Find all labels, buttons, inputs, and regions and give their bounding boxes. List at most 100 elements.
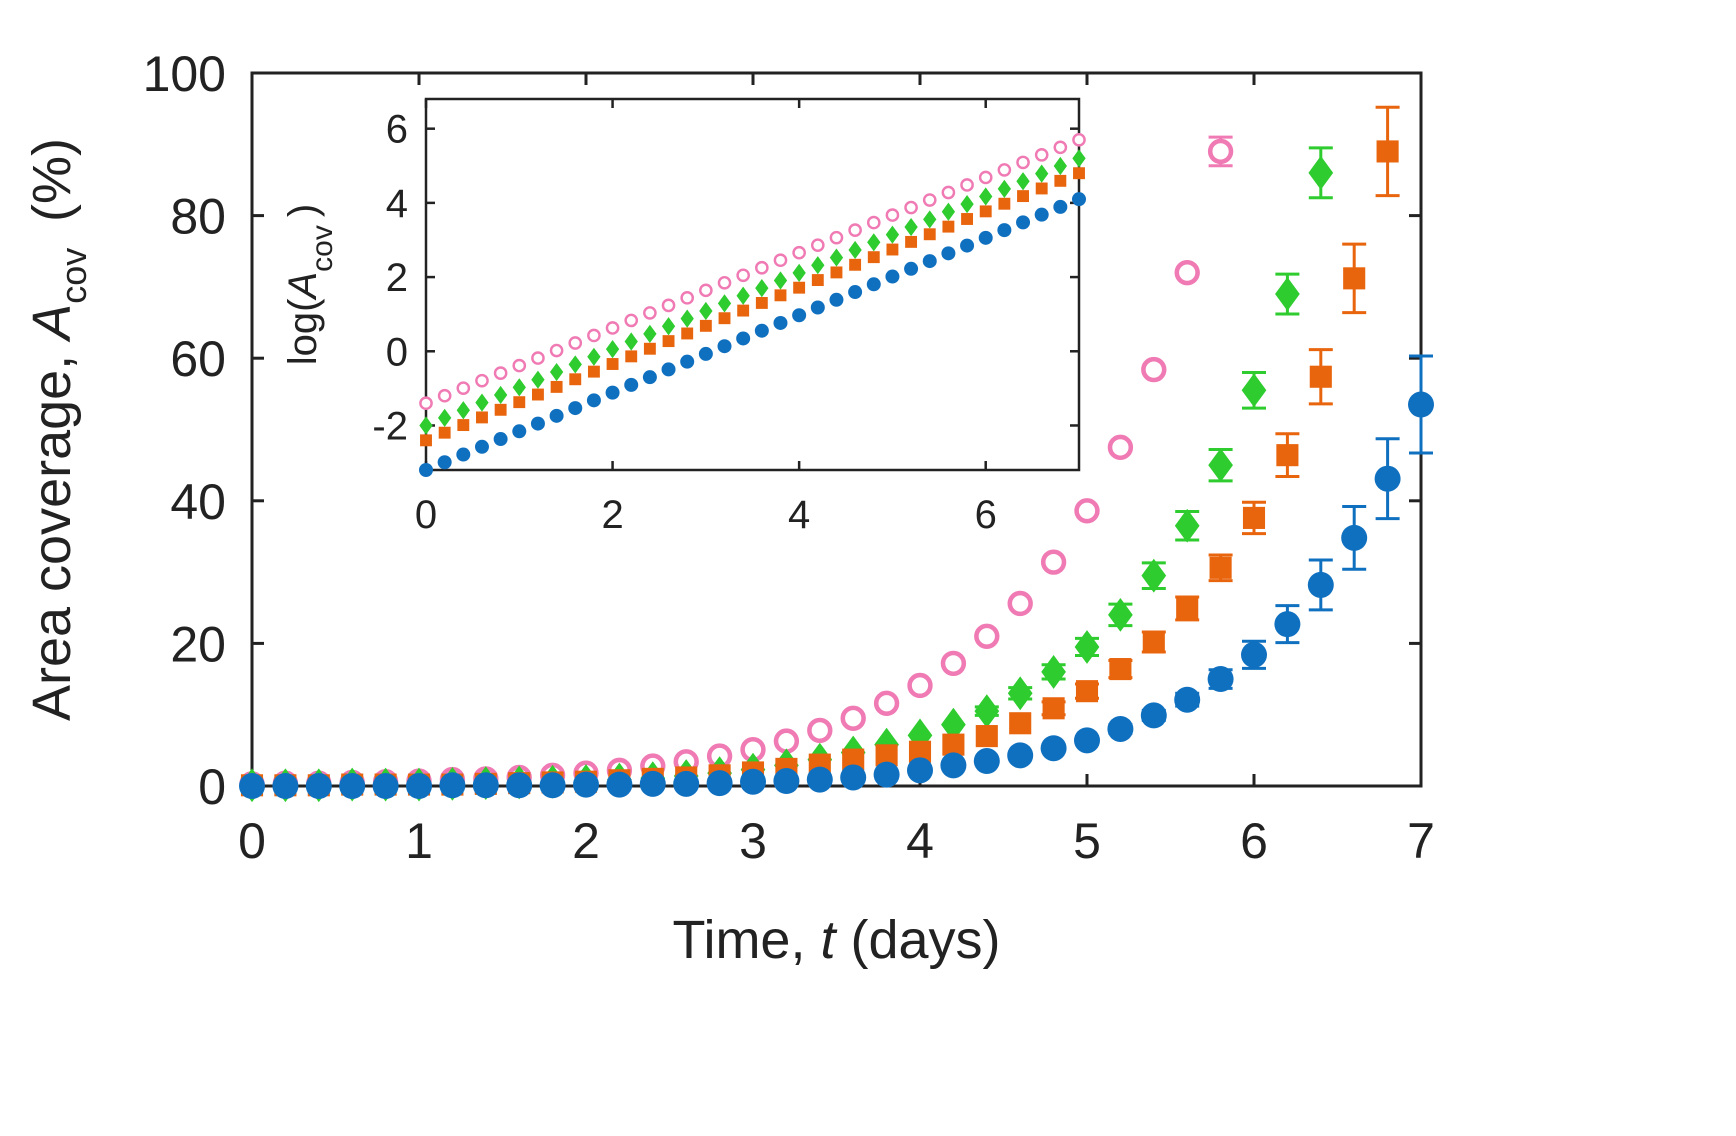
inset-data-point	[960, 195, 974, 214]
inset-data-point	[419, 463, 433, 477]
inset-data-point	[476, 411, 488, 424]
main-data-point	[706, 770, 733, 797]
main-data-point	[873, 690, 900, 716]
inset-data-point	[699, 319, 712, 332]
main-data-point	[472, 772, 499, 799]
main-data-point	[1309, 365, 1332, 388]
main-data-point	[942, 733, 965, 756]
inset-data-point	[513, 396, 526, 409]
main-x-axis-label: Time, t (days)	[672, 910, 1000, 970]
inset-data-point	[830, 266, 843, 279]
inset-data-point	[437, 388, 452, 403]
inset-data-point	[661, 298, 676, 313]
main-data-point	[975, 725, 998, 748]
main-x-axis-label-italic: t	[820, 910, 837, 970]
main-x-tick-label: 5	[1073, 813, 1101, 869]
inset-data-point	[718, 312, 731, 325]
inset-data-point	[643, 342, 656, 355]
inset-data-point	[1034, 207, 1049, 222]
inset-data-point	[475, 373, 489, 388]
inset-data-point	[456, 447, 471, 462]
main-data-point	[1207, 138, 1234, 165]
inset-data-point	[1073, 167, 1085, 180]
inset-data-point	[456, 401, 470, 420]
inset-data-point	[419, 396, 433, 411]
inset-data-point	[661, 362, 676, 377]
inset-data-point	[438, 426, 451, 439]
main-y-tick-label: 80	[170, 189, 226, 245]
main-data-point	[1242, 506, 1266, 529]
inset-data-point	[922, 193, 937, 207]
inset-data-point	[493, 432, 508, 447]
inset-data-point	[531, 370, 545, 389]
inset-data-point	[942, 220, 955, 233]
inset-data-point	[493, 366, 508, 380]
main-data-point	[1274, 611, 1301, 638]
inset-data-point	[624, 313, 639, 328]
inset-data-point	[923, 228, 936, 241]
main-data-point	[773, 768, 800, 795]
inset-data-point	[885, 225, 900, 244]
main-data-point	[272, 773, 299, 799]
inset-data-point	[997, 163, 1012, 177]
inset-data-point	[680, 309, 694, 328]
inset-data-point	[736, 286, 750, 305]
main-data-point	[873, 761, 900, 788]
inset-data-point	[1053, 140, 1068, 155]
inset-data-point	[997, 179, 1012, 198]
inset-data-point	[1072, 132, 1086, 147]
main-data-point	[807, 717, 833, 744]
inset-data-point	[437, 455, 452, 470]
inset-data-point	[625, 350, 638, 363]
inset-data-point	[550, 380, 563, 393]
inset-data-point	[737, 304, 750, 317]
main-data-point	[1107, 715, 1134, 742]
main-data-point	[941, 707, 966, 742]
main-data-point	[1343, 267, 1366, 290]
inset-data-point	[941, 185, 956, 200]
inset-data-point	[549, 408, 564, 423]
inset-data-point	[1035, 182, 1048, 195]
inset-y-tick-label: 6	[386, 108, 408, 152]
inset-data-point	[848, 223, 862, 237]
inset-y-tick-label: 2	[386, 256, 408, 300]
inset-data-point	[829, 230, 844, 245]
main-y-tick-label: 40	[170, 474, 226, 530]
inset-series-blue-filled-circle	[419, 192, 1086, 477]
inset-data-point	[792, 245, 806, 260]
main-data-point	[639, 770, 666, 797]
inset-x-tick-label: 0	[415, 493, 437, 537]
inset-axes-frame	[424, 97, 1081, 472]
inset-data-point	[605, 321, 620, 335]
main-data-point	[1074, 630, 1100, 664]
inset-data-point	[512, 378, 526, 397]
main-data-point	[875, 744, 898, 767]
main-x-tick-label: 0	[238, 813, 266, 869]
inset-series-pink-open-circle	[419, 132, 1086, 411]
inset-data-point	[848, 285, 863, 300]
main-data-point	[1174, 686, 1201, 713]
main-x-tick-label: 7	[1407, 813, 1435, 869]
inset-data-point	[773, 315, 788, 330]
inset-data-point	[680, 291, 695, 305]
main-x-tick-label: 6	[1240, 813, 1268, 869]
inset-data-point	[531, 388, 544, 401]
main-data-point	[974, 694, 1000, 729]
main-data-point	[1209, 556, 1232, 579]
inset-data-point	[587, 347, 601, 366]
inset-data-point	[829, 292, 844, 307]
main-data-point	[806, 766, 833, 793]
inset-data-point	[420, 434, 432, 447]
inset-data-point	[811, 256, 825, 275]
inset-data-point	[1016, 155, 1030, 170]
main-data-point	[1074, 498, 1100, 524]
inset-data-point	[979, 187, 993, 206]
inset-data-point	[960, 178, 974, 192]
main-data-point	[1241, 641, 1267, 668]
inset-data-point	[941, 246, 956, 261]
inset-data-point	[587, 328, 601, 343]
inset-data-point	[997, 223, 1012, 238]
inset-data-point	[1017, 190, 1029, 203]
main-data-point	[1007, 676, 1033, 711]
inset-data-point	[549, 362, 564, 382]
